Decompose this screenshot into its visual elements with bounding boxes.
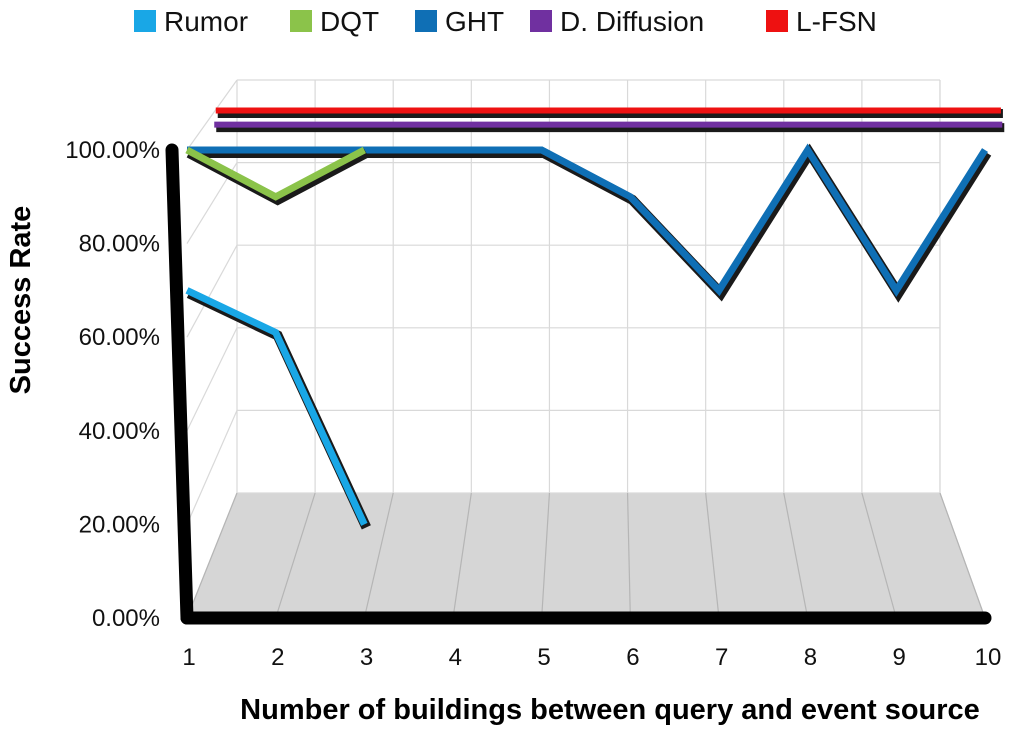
chart-floor	[186, 492, 986, 619]
legend-swatch	[530, 10, 552, 32]
x-axis-title: Number of buildings between query and ev…	[240, 694, 980, 726]
legend-swatch	[415, 10, 437, 32]
legend: Rumor DQT GHT D. Diffusion L-FSN	[134, 6, 877, 37]
chart-walls	[186, 79, 986, 619]
floor-line	[783, 492, 809, 619]
floor-line	[541, 492, 551, 619]
floor-line	[452, 492, 472, 619]
legend-swatch	[290, 10, 312, 32]
x-tick-label: 2	[271, 644, 284, 671]
gridline-side	[186, 79, 238, 151]
y-tick-label: 60.00%	[79, 324, 160, 351]
x-tick-label: 10	[975, 644, 1002, 671]
series-line	[187, 143, 988, 297]
legend-label: Rumor	[164, 6, 248, 37]
floor-line	[186, 492, 238, 619]
x-tick-label: 6	[626, 644, 639, 671]
y-axis-line	[165, 143, 194, 625]
x-tick-label: 1	[182, 644, 195, 671]
y-tick-label: 40.00%	[79, 418, 160, 445]
y-axis-title: Success Rate	[5, 206, 37, 395]
legend-swatch	[766, 10, 788, 32]
floor-line	[705, 492, 720, 619]
x-tick-label: 9	[893, 644, 906, 671]
y-tick-label: 80.00%	[79, 231, 160, 258]
floor-line	[363, 492, 394, 619]
y-tick-label: 0.00%	[92, 605, 160, 632]
chart-tick-labels: 0.00% 20.00% 40.00% 60.00% 80.00% 100.00% 1 2 3 4…	[65, 137, 1001, 671]
floor-line	[939, 492, 986, 619]
series-line	[185, 287, 368, 526]
y-tick-label: 20.00%	[79, 511, 160, 538]
legend-label: DQT	[320, 6, 379, 37]
floor-line	[861, 492, 897, 619]
gridline-side	[186, 327, 238, 432]
x-tick-label: 8	[804, 644, 817, 671]
floor-line	[626, 492, 631, 619]
gridline-side	[186, 410, 238, 525]
legend-label: L-FSN	[796, 6, 877, 37]
x-tick-label: 3	[360, 644, 373, 671]
legend-label: GHT	[445, 6, 504, 37]
legend-swatch	[134, 10, 156, 32]
series-line	[185, 146, 366, 201]
x-tick-label: 7	[715, 644, 728, 671]
floor-line	[275, 492, 316, 619]
x-tick-label: 5	[537, 644, 550, 671]
legend-label: D. Diffusion	[560, 6, 704, 37]
chart-axes	[165, 143, 992, 625]
x-tick-label: 4	[449, 644, 462, 671]
chart-series	[185, 107, 1005, 530]
y-tick-label: 100.00%	[65, 137, 160, 164]
gridline-side	[186, 244, 238, 338]
